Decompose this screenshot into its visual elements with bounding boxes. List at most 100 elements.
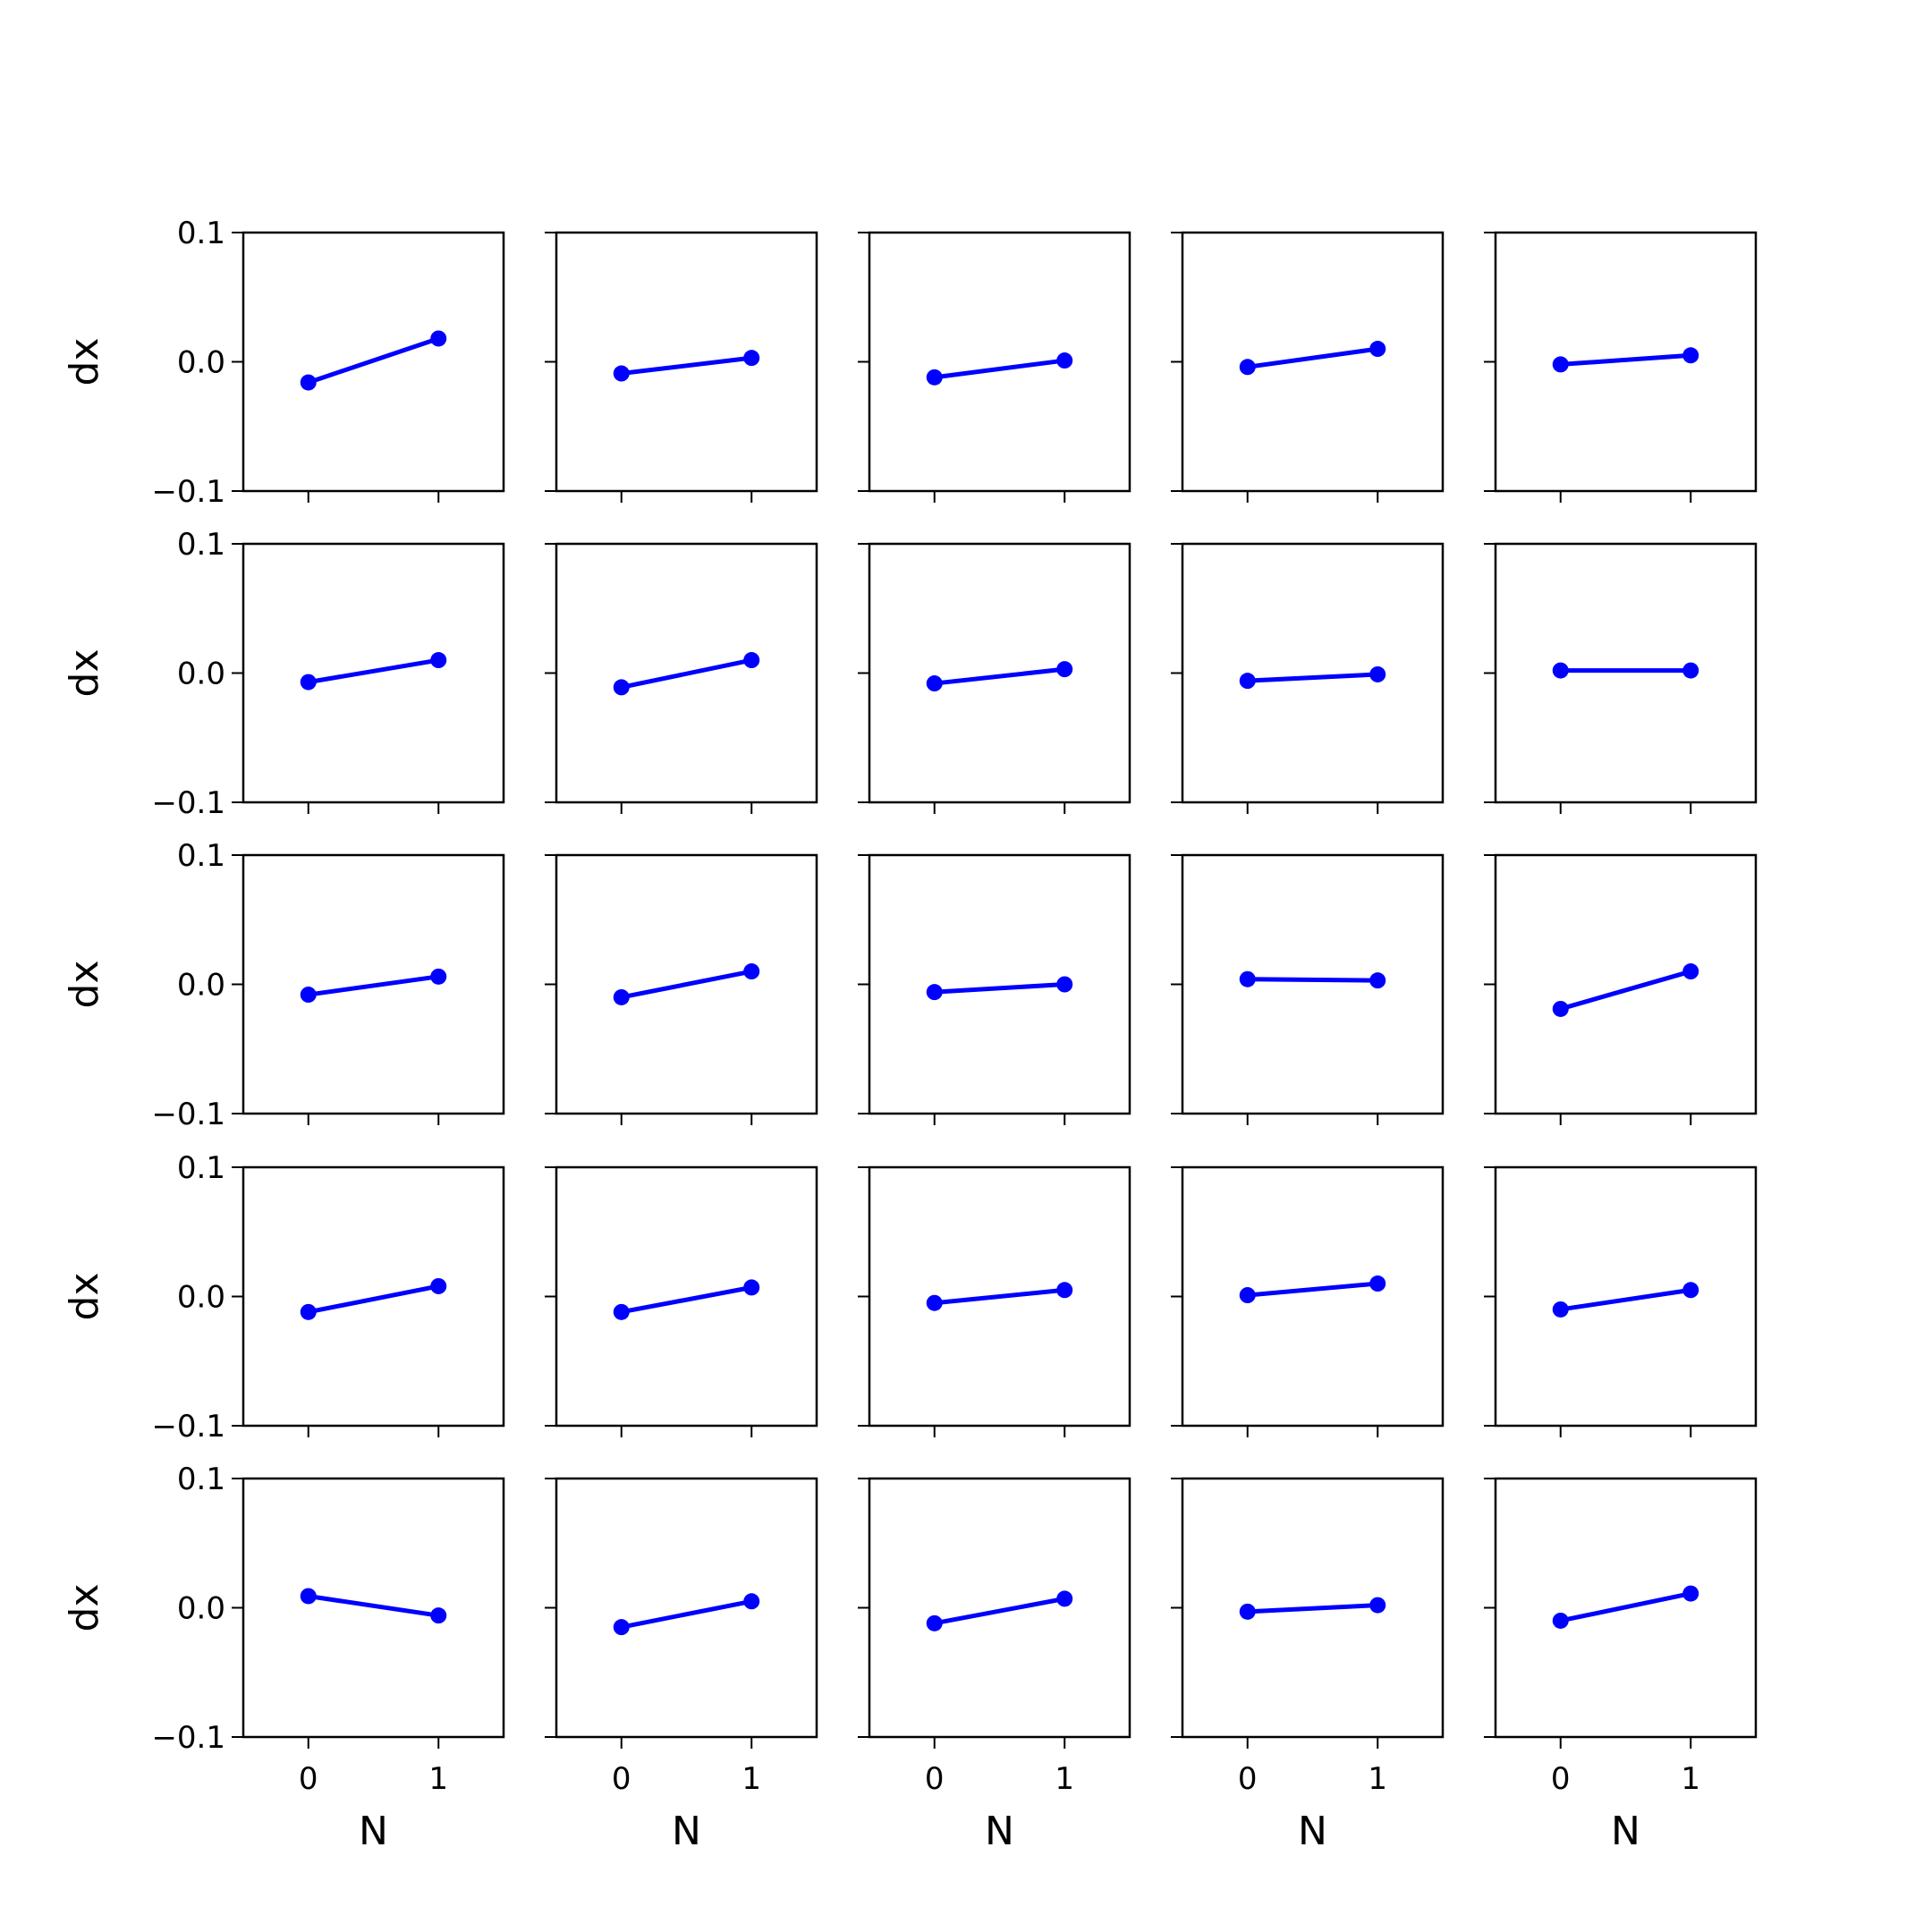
panel-r2-c4 — [1171, 542, 1445, 814]
y-tick-label: 0.1 — [177, 527, 225, 563]
y-tick-label: 0.0 — [177, 968, 225, 1004]
y-tick-label: 0.1 — [177, 216, 225, 251]
x-axis-title: N — [985, 1809, 1014, 1854]
data-point — [1239, 1603, 1256, 1620]
data-point — [613, 365, 630, 382]
data-point — [1369, 972, 1386, 989]
data-point — [1682, 1585, 1699, 1602]
y-axis-title: dx — [62, 338, 107, 386]
series-line — [1560, 1591, 1691, 1623]
data-point — [1369, 341, 1386, 358]
data-point — [1552, 662, 1569, 679]
data-point — [1682, 963, 1699, 980]
data-point — [300, 374, 317, 391]
data-point — [300, 987, 317, 1004]
data-point — [1056, 976, 1073, 993]
y-tick-label: 0.0 — [177, 657, 225, 692]
panel-grid: 0.10.0−0.1dx0.10.0−0.1dx0.10.0−0.1dx0.10… — [62, 216, 1758, 1854]
data-point — [1056, 352, 1073, 369]
series-line — [621, 355, 752, 376]
data-point — [1552, 1612, 1569, 1629]
x-tick-label: 0 — [1238, 1761, 1258, 1797]
series-line — [308, 1594, 439, 1618]
panel-r1-c4 — [1171, 231, 1445, 503]
data-point — [1239, 970, 1256, 987]
series-line — [934, 358, 1065, 380]
data-point — [613, 1619, 630, 1636]
x-axis-title: N — [1298, 1809, 1327, 1854]
data-point — [300, 674, 317, 691]
y-axis-title: dx — [62, 1584, 107, 1632]
data-point — [926, 369, 943, 386]
panel-r2-c1: 0.1 0.0 −0.1 dx — [62, 527, 505, 821]
data-point — [926, 1294, 943, 1311]
panel-r1-c1: 0.1 0.0 −0.1 dx — [62, 216, 505, 510]
panel-r1-c3 — [858, 231, 1131, 503]
x-tick-label: 1 — [1681, 1761, 1700, 1797]
series-line — [621, 1284, 752, 1315]
data-point — [430, 652, 447, 669]
y-axis-title: dx — [62, 1273, 107, 1321]
data-point — [430, 1277, 447, 1294]
series-line — [307, 336, 440, 385]
data-point — [1369, 1275, 1386, 1292]
series-line — [934, 1287, 1065, 1306]
y-tick-label: 0.0 — [177, 1591, 225, 1627]
panel-r5-c4: 0 1 N — [1171, 1477, 1445, 1854]
y-tick-label: 0.0 — [177, 1280, 225, 1316]
x-tick-label: 0 — [925, 1761, 945, 1797]
panel-r3-c2 — [545, 853, 818, 1125]
panel-r2-c2 — [545, 542, 818, 814]
series-line — [934, 982, 1065, 995]
panel-r2-c5 — [1484, 542, 1758, 814]
data-point — [613, 1303, 630, 1320]
y-axis-title: dx — [62, 961, 107, 1009]
y-tick-label: 0.0 — [177, 345, 225, 381]
panel-r4-c4 — [1171, 1165, 1445, 1437]
data-point — [926, 1614, 943, 1631]
series-line — [934, 1596, 1065, 1626]
series-line — [1247, 672, 1378, 683]
y-tick-label: −0.1 — [151, 474, 225, 510]
y-tick-label: −0.1 — [151, 785, 225, 821]
series-line — [1560, 969, 1691, 1012]
y-tick-label: 0.1 — [177, 838, 225, 874]
x-tick-label: 0 — [612, 1761, 631, 1797]
series-line — [1560, 352, 1691, 367]
data-point — [743, 652, 760, 669]
data-point — [1056, 1282, 1073, 1299]
series-line — [1247, 1281, 1378, 1298]
panel-r1-c5 — [1484, 231, 1758, 503]
panel-r3-c1: 0.1 0.0 −0.1 dx — [62, 838, 505, 1132]
data-point — [1552, 1301, 1569, 1318]
x-axis-title: N — [1611, 1809, 1640, 1854]
panel-r4-c2 — [545, 1165, 818, 1437]
x-tick-label: 1 — [1368, 1761, 1387, 1797]
data-point — [743, 1279, 760, 1296]
panel-r4-c5 — [1484, 1165, 1758, 1437]
data-point — [926, 984, 943, 1001]
panel-r3-c5 — [1484, 853, 1758, 1125]
data-point — [430, 1607, 447, 1624]
panel-r3-c4 — [1171, 853, 1445, 1125]
y-tick-label: −0.1 — [151, 1097, 225, 1132]
data-point — [743, 350, 760, 367]
data-point — [430, 330, 447, 347]
panel-r5-c2: 0 1 N — [545, 1477, 818, 1854]
series-line — [1247, 977, 1378, 983]
series-line — [1247, 346, 1378, 369]
data-point — [613, 988, 630, 1005]
data-point — [1682, 662, 1699, 679]
series-line — [1247, 1603, 1378, 1614]
series-line — [308, 974, 439, 997]
series-line — [621, 657, 752, 690]
panel-r4-c3 — [858, 1165, 1131, 1437]
series-line — [621, 969, 752, 1000]
series-line — [308, 657, 439, 685]
data-point — [743, 963, 760, 980]
series-line — [308, 1284, 439, 1315]
data-point — [300, 1588, 317, 1605]
panel-r1-c2 — [545, 231, 818, 503]
